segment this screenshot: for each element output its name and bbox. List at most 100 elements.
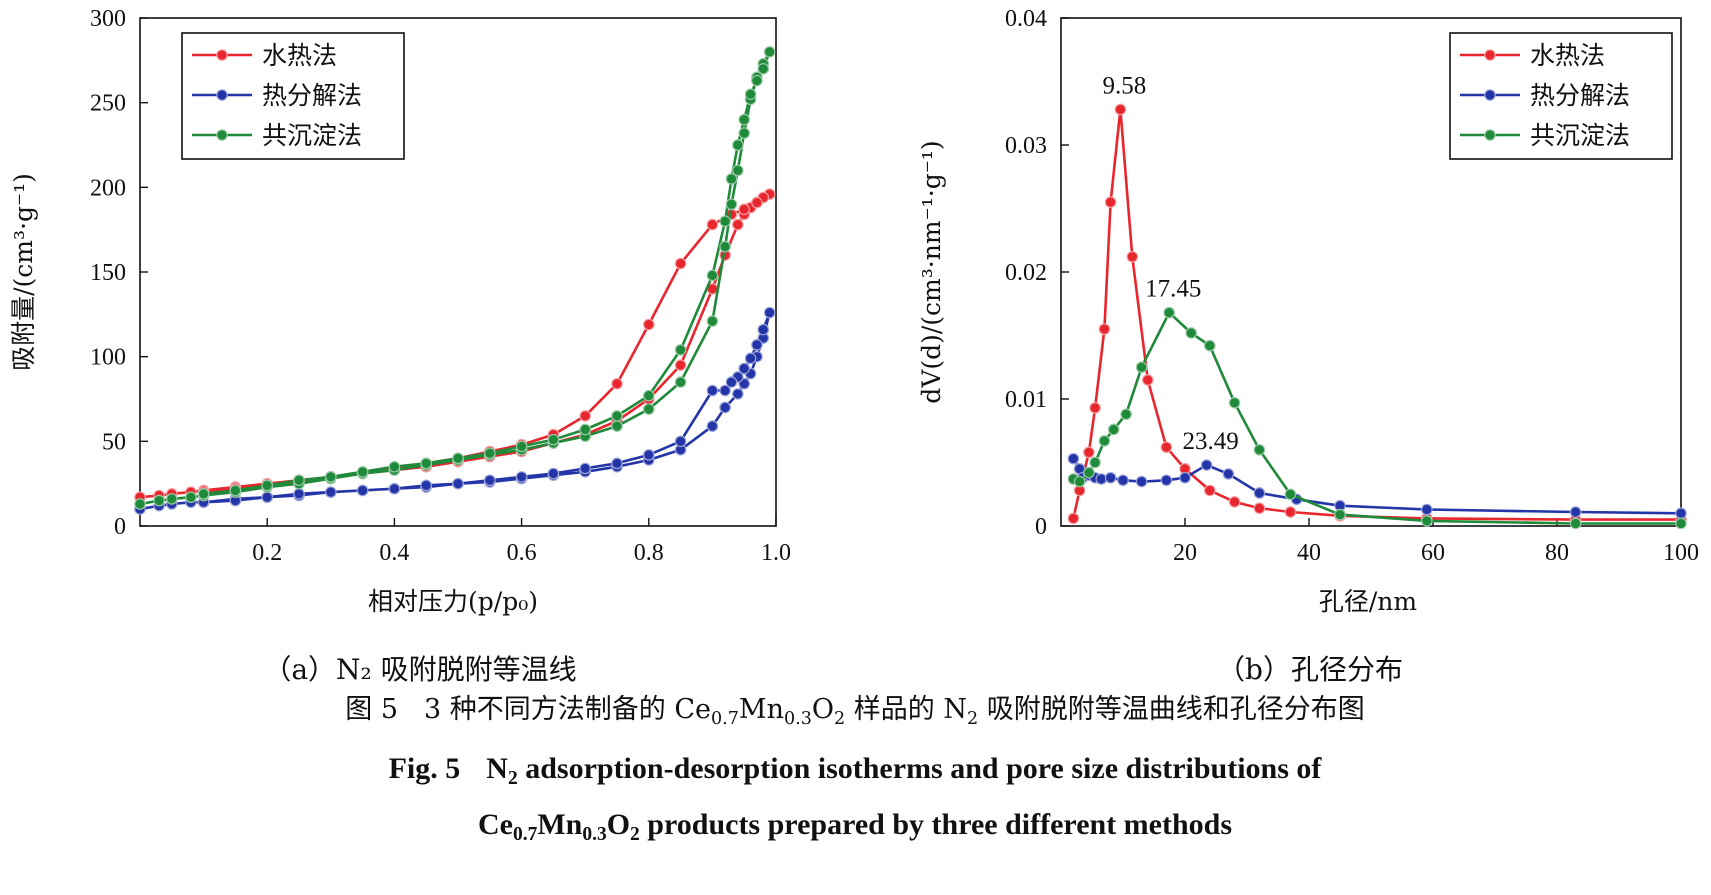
data-point-a [229,484,242,497]
data-point-b [1114,103,1127,116]
panel-a-legend-marker [216,89,228,101]
data-point-b [1160,474,1173,487]
panel-b-y-tick-label: 0.04 [1005,6,1047,32]
data-point-b [1135,475,1148,488]
panel-b-pore-size-chart: 20 40 60 80 100 0 0.01 0.02 0.03 0.04 9.58 17.45 23… [917,6,1699,686]
data-point-a [642,389,655,402]
data-point-a [515,471,528,483]
data-point-b [1253,443,1266,456]
caption-en-label: Fig. 5 [389,752,461,785]
caption-en-text: N [486,752,508,785]
caption-zh-text: 吸附脱附等温曲线和孔径分布图 [978,694,1365,725]
panel-a-x-tick-label: 0.4 [379,540,409,566]
data-point-a [388,460,401,473]
data-point-a [763,46,776,58]
data-point-a [579,423,591,436]
panel-a-legend-marker [216,129,228,141]
data-point-b [1204,484,1216,497]
data-point-b [1228,397,1241,409]
data-point-b [1089,456,1101,469]
data-point-b [1117,474,1129,487]
data-point-a [725,198,738,211]
data-point-b [1126,250,1139,263]
data-point-b [1135,361,1148,374]
panel-b-x-tick-label: 20 [1173,540,1197,566]
data-point-a [642,403,655,415]
data-point-b [1104,196,1117,208]
caption-en-sub: 0.3 [582,824,607,845]
data-point-a [757,323,770,336]
data-point-a [642,449,655,461]
series-line-b [1072,458,1682,515]
panel-b-x-tick-label: 100 [1663,540,1699,566]
panel-b-peak-label: 17.45 [1145,276,1201,303]
data-point-b [1253,487,1266,499]
panel-a-isotherm-chart: 0.2 0.4 0.6 0.8 1.0 0 50 100 150 200 250 300 水热法热分解… [9,6,791,686]
data-point-b [1675,517,1687,530]
panel-a-y-tick-label: 250 [90,91,126,117]
data-point-a [611,377,623,390]
panel-b-legend-label: 热分解法 [1530,81,1630,110]
caption-zh-sub: 2 [967,709,978,729]
data-point-a [751,74,763,87]
data-point-a [547,467,560,480]
panel-b-x-axis-label: 孔径/nm [1319,587,1418,616]
data-point-a [706,384,719,397]
caption-en-line2: Ce0.7Mn0.3O2 products prepared by three … [478,808,1232,845]
data-point-a [751,339,763,351]
data-point-b [1569,506,1582,518]
data-point-a [706,420,719,432]
panel-b-y-tick-label: 0.01 [1005,387,1047,413]
panel-a-legend-label: 共沉淀法 [262,121,362,150]
data-point-b [1107,423,1120,436]
data-point-b [1334,508,1346,521]
data-point-b [1675,507,1687,520]
caption-en-sub: 2 [630,824,640,845]
data-point-a [732,164,744,177]
panel-b-peak-label: 23.49 [1183,428,1239,455]
data-point-b [1073,475,1086,488]
data-point-b [1253,502,1266,515]
data-point-a [744,88,757,100]
data-point-a [757,63,770,75]
data-point-a [356,484,369,497]
data-point-a [732,218,744,231]
data-point-a [185,491,197,504]
data-point-a [483,474,496,487]
data-point-a [547,433,560,446]
data-point-b [1222,468,1235,480]
data-point-a [738,203,750,216]
data-point-b [1200,459,1213,471]
data-point-a [719,240,731,253]
data-point-a [388,482,401,495]
panel-a-y-tick-label: 150 [90,260,126,286]
data-point-a [751,196,763,209]
panel-a-y-axis-label: 吸附量/(cm³·g⁻¹) [9,173,38,371]
data-point-a [452,477,464,490]
panel-b-y-tick-label: 0.03 [1005,133,1047,159]
panel-a-x-tick-label: 0.2 [252,540,282,566]
data-point-b [1163,306,1175,319]
data-point-a [738,127,750,139]
data-point-b [1204,339,1216,352]
caption-en-sub: 0.7 [513,824,538,845]
panel-b-peak-label: 9.58 [1103,72,1147,99]
data-point-a [579,410,591,422]
panel-b-x-tick-label: 40 [1297,540,1321,566]
data-point-a [515,440,528,453]
data-point-a [642,318,655,331]
caption-zh-text: 样品的 N [845,694,967,725]
data-point-a [153,494,165,507]
data-point-a [674,359,687,371]
caption-zh-label: 图 5 [345,694,398,725]
caption-en-text: adsorption-desorption isotherms and pore… [518,752,1323,785]
data-point-b [1067,512,1080,525]
caption-zh-sub: 2 [834,709,845,729]
data-point-a [744,352,757,365]
data-point-a [420,479,432,492]
data-point-b [1089,402,1101,414]
panel-a-legend-label: 水热法 [262,41,337,70]
data-point-b [1067,452,1080,465]
